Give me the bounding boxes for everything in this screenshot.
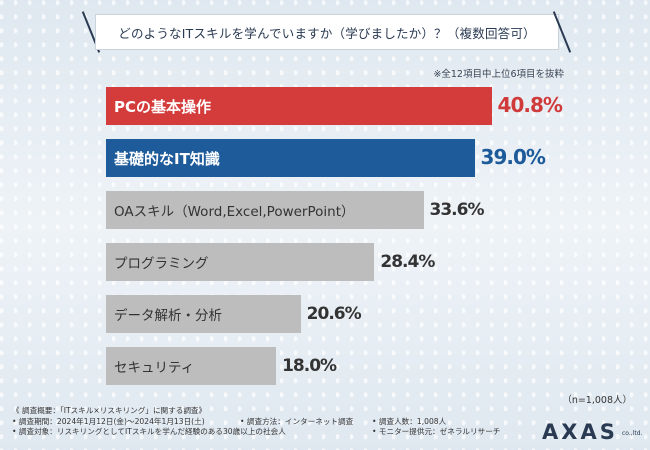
footer-row-1: • 調査期間：2024年1月12日(金)～2024年1月13日(土) • 調査方法… [12, 417, 532, 428]
chart-title: どのようなITスキルを学んでいますか（学びましたか）？（複数回答可） [95, 14, 559, 50]
chart-note: ※全12項目中上位6項目を抜粋 [433, 69, 564, 80]
chart-title-text: どのようなITスキルを学んでいますか（学びましたか）？（複数回答可） [118, 25, 536, 41]
bar-value-5: 20.6% [306, 304, 362, 324]
sample-size-label: （n=1,008人） [562, 395, 632, 406]
bar-value-4: 28.4% [380, 252, 435, 272]
footer-people: • 調査人数：1,008人 [372, 416, 447, 426]
company-logo-sub: co.,ltd. [622, 430, 643, 437]
bar-label-3: OAスキル（Word,Excel,PowerPoint） [114, 204, 355, 220]
bar-4: プログラミング [106, 243, 375, 281]
footer-method: • 調査方法：インターネット調査 [240, 416, 354, 426]
bar-2: 基礎的なIT知識 [106, 139, 475, 177]
bar-label-2: 基礎的なIT知識 [114, 149, 220, 168]
footer-period: • 調査期間：2024年1月12日(金)～2024年1月13日(土) [12, 416, 205, 426]
bar-value-2: 39.0% [480, 145, 546, 169]
bar-label-1: PCの基本操作 [114, 97, 212, 116]
bar-value-1: 40.8% [497, 93, 563, 117]
footer-row-2: • 調査対象：リスキリングとしてITスキルを学んだ経験のある30歳以上の社会人 •… [12, 427, 532, 438]
bar-label-4: プログラミング [114, 256, 209, 272]
bar-value-3: 33.6% [429, 200, 485, 220]
bar-6: セキュリティ [106, 347, 277, 385]
bar-3: OAスキル（Word,Excel,PowerPoint） [106, 191, 424, 229]
footer-provider: • モニター提供元：ゼネラルリサーチ [372, 427, 501, 436]
company-logo: AXAS [542, 420, 618, 444]
bar-value-6: 18.0% [282, 356, 337, 376]
survey-footer: 《 調査概要：「ITスキル×リスキリング」に関する調査》 • 調査期間：2024… [12, 406, 532, 438]
bar-label-6: セキュリティ [114, 360, 195, 376]
footer-target: • 調査対象：リスキリングとしてITスキルを学んだ経験のある30歳以上の社会人 [12, 427, 286, 436]
bar-5: データ解析・分析 [106, 295, 301, 333]
bar-1: PCの基本操作 [106, 87, 492, 125]
bar-label-5: データ解析・分析 [114, 308, 222, 324]
footer-heading: 《 調査概要：「ITスキル×リスキリング」に関する調査》 [12, 406, 207, 415]
